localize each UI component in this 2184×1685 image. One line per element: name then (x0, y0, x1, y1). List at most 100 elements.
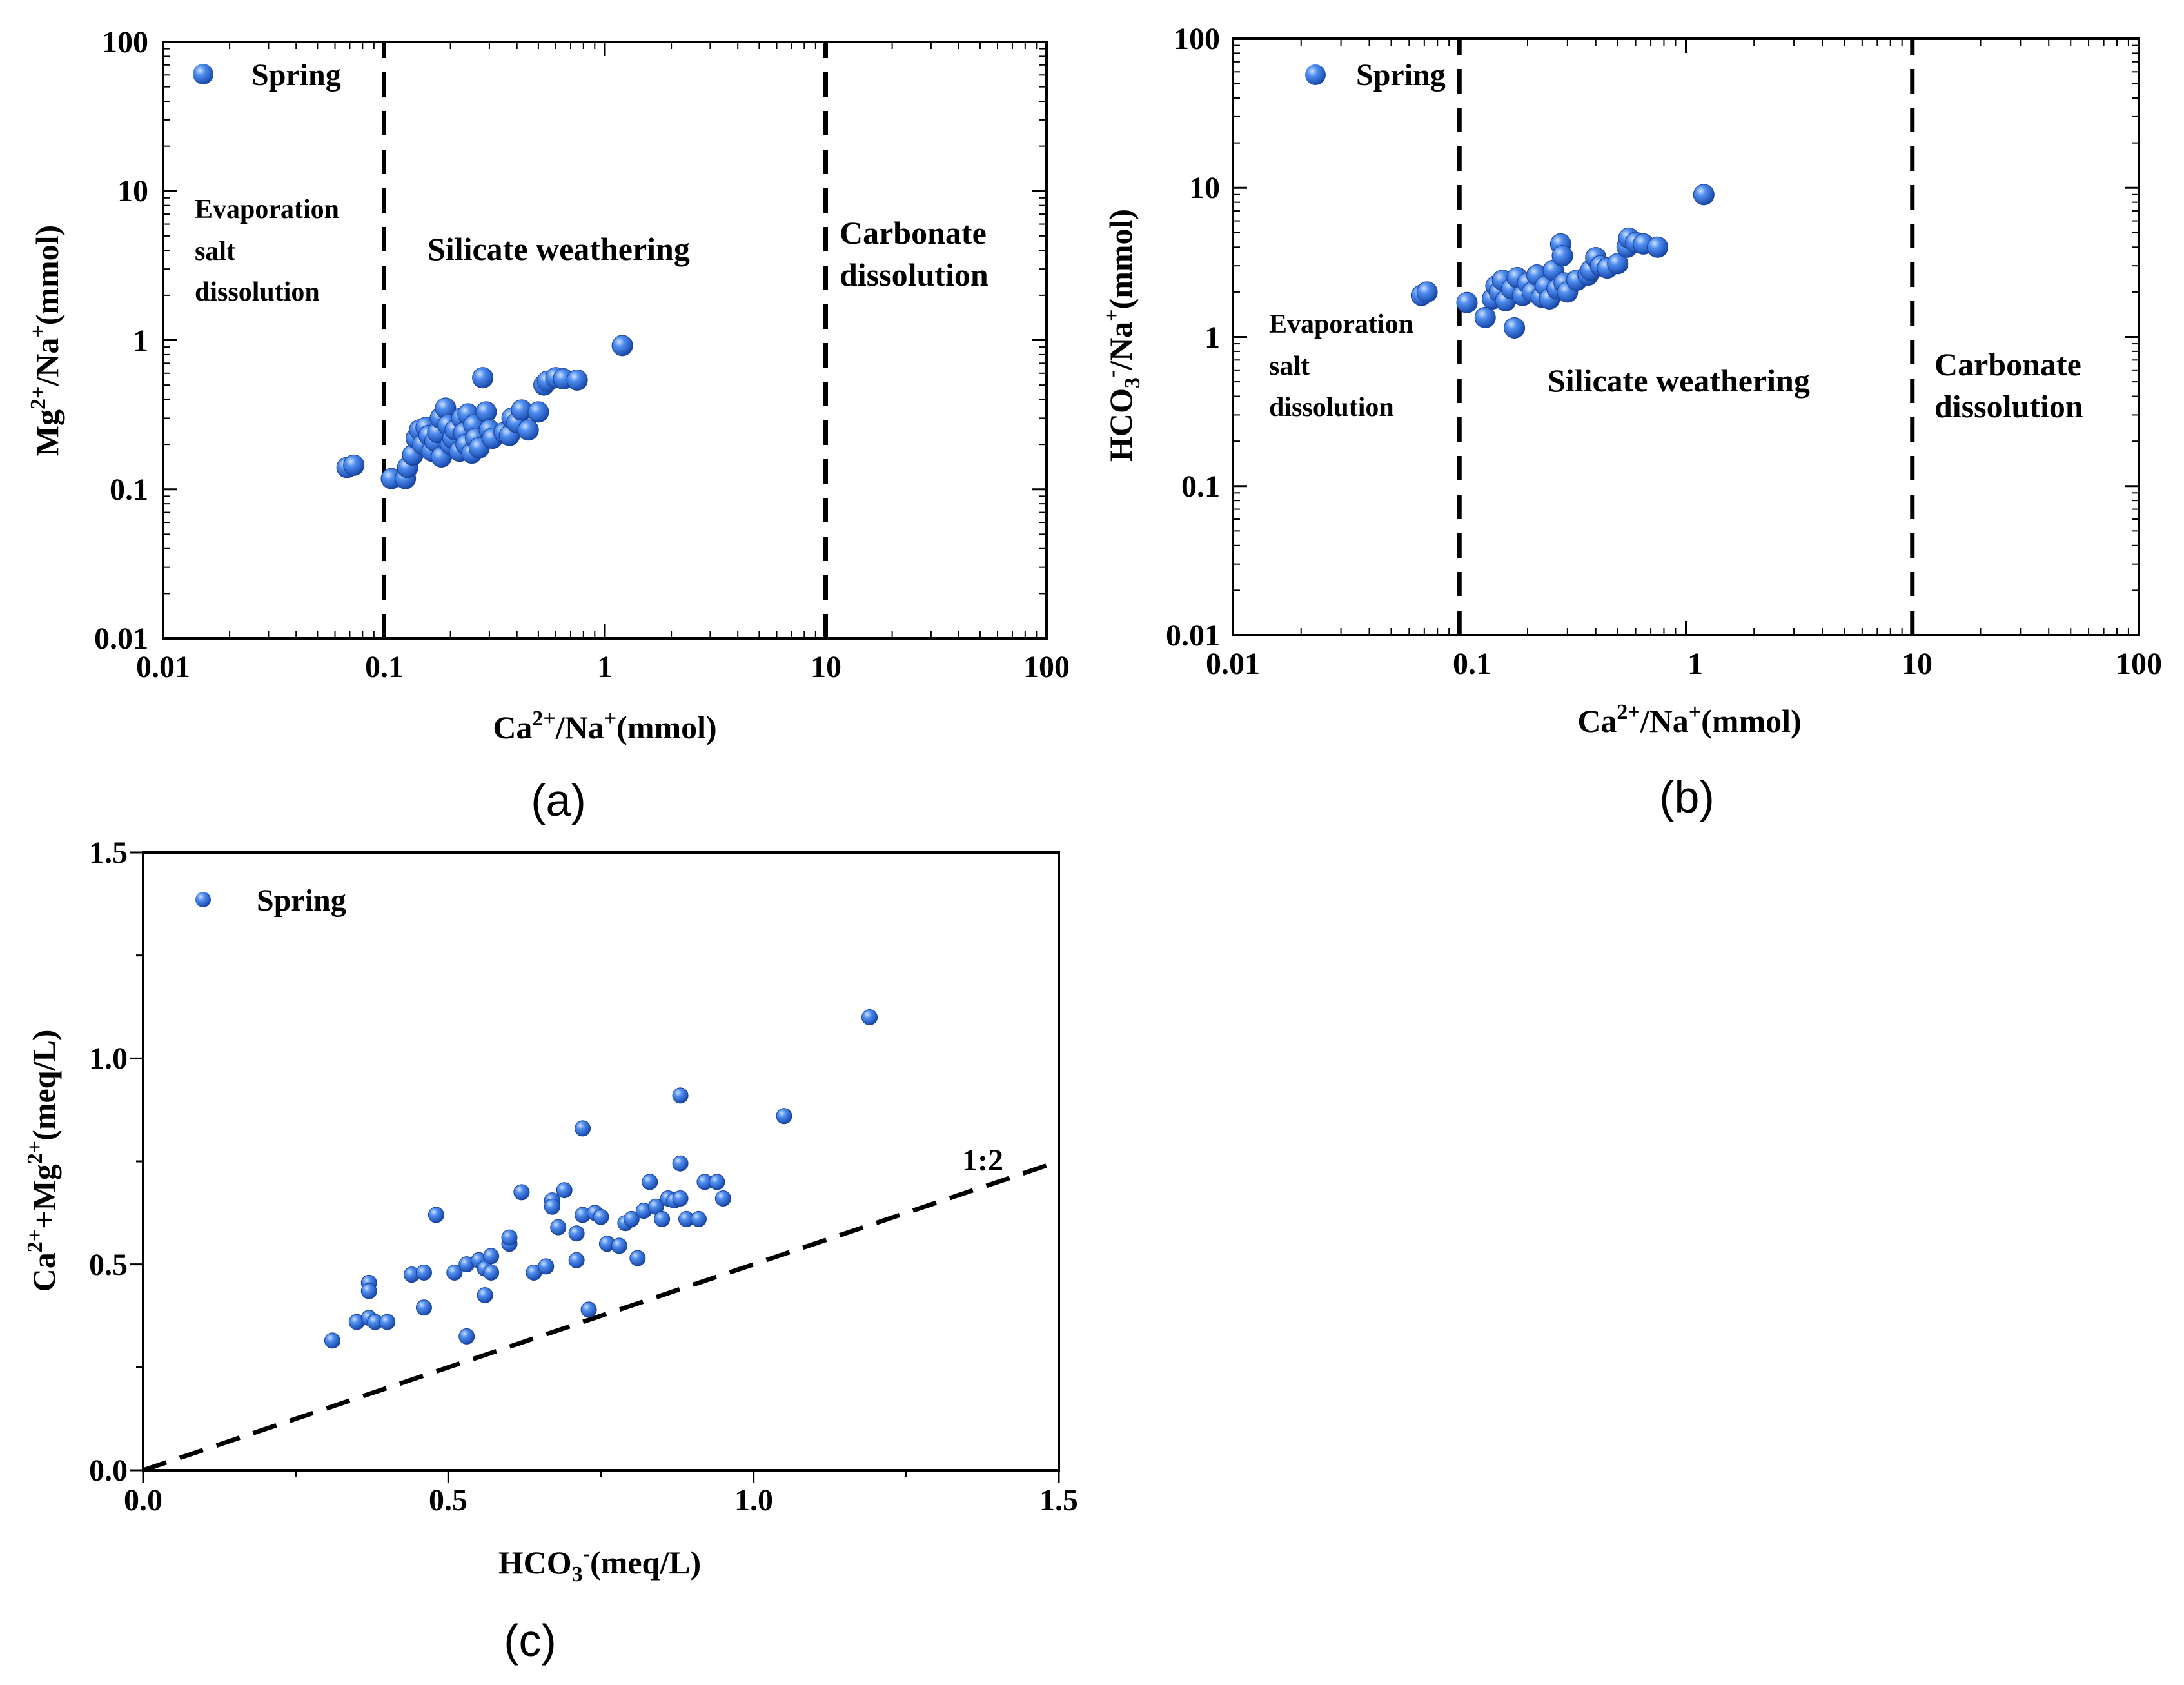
chart-a-region-silicate: Silicate weathering (428, 231, 690, 267)
chart-b-y-tick-label: 0.01 (1166, 618, 1220, 653)
chart-a-ticks (162, 41, 1048, 640)
chart-a-x-tick-labels: 0.01 0.1 1 10 100 (136, 650, 1070, 684)
chart-c-x-tick-label: 0.0 (124, 1483, 162, 1517)
chart-c-data-point (556, 1182, 573, 1199)
chart-a-data-point (527, 401, 549, 423)
chart-a-region-evap-line2: salt (195, 237, 235, 266)
chart-c-x-tick-label: 1.5 (1039, 1483, 1078, 1517)
chart-c-legend: Spring (195, 883, 346, 918)
chart-c-data-point (776, 1108, 792, 1125)
chart-b-region-labels: Evaporation salt dissolution Silicate we… (1269, 310, 2083, 424)
chart-c-y-tick-label: 1.5 (89, 836, 128, 870)
chart-a-x-tick-label: 0.01 (136, 650, 190, 684)
chart-c-panel-label: (c) (504, 1615, 556, 1666)
chart-a-reference-lines (382, 42, 828, 638)
chart-b-data-point (1416, 281, 1438, 303)
chart-c-x-tick-labels: 0.0 0.5 1.0 1.5 (124, 1483, 1078, 1517)
chart-c-data-point (415, 1299, 432, 1316)
chart-b: 0.01 0.1 1 10 100 0.01 0.1 1 10 100 Ca2+… (1100, 22, 2162, 822)
chart-c-data-point (538, 1258, 555, 1275)
chart-a-data-point (343, 454, 365, 476)
chart-b-reference-lines (1457, 39, 1915, 635)
chart-a-y-axis-label: Mg2+/Na+(mmol) (26, 225, 65, 456)
chart-c-data-point (709, 1174, 725, 1190)
chart-a-region-evap-line3: dissolution (195, 277, 320, 307)
chart-a-y-tick-label: 0.01 (94, 622, 148, 656)
chart-c-x-axis-label: HCO3-(meq/L) (498, 1542, 701, 1586)
chart-c-data-point (642, 1174, 658, 1190)
chart-a-panel-label: (a) (531, 775, 586, 825)
chart-c-reference-lines (142, 1159, 1060, 1473)
chart-c-data-point (477, 1287, 493, 1304)
chart-b-x-tick-label: 1 (1687, 647, 1703, 681)
chart-a-region-labels: Evaporation salt dissolution Silicate we… (195, 195, 989, 307)
chart-c-y-tick-label: 1.0 (89, 1041, 128, 1076)
chart-c-line-label: 1:2 (962, 1143, 1003, 1178)
chart-c-data-point (861, 1009, 878, 1025)
chart-c-legend-marker (195, 892, 211, 907)
chart-a-region-carbonate-line1: Carbonate (840, 215, 987, 251)
chart-a-x-tick-label: 100 (1023, 650, 1070, 684)
chart-a-y-tick-label: 100 (102, 25, 148, 59)
chart-b-region-carbonate-line2: dissolution (1934, 388, 2083, 424)
chart-c-data-point (360, 1283, 377, 1299)
chart-b-data-point (1551, 245, 1573, 267)
chart-c-data-point (623, 1210, 640, 1227)
chart-a-x-tick-label: 0.1 (365, 650, 404, 684)
chart-c-y-axis-label: Ca2++Mg2+(meq/L) (23, 1030, 62, 1292)
chart-b-data-point (1504, 317, 1526, 339)
chart-c-data-point (568, 1225, 585, 1242)
chart-a-y-tick-labels: 0.01 0.1 1 10 100 (94, 25, 148, 656)
chart-a-region-evap-line1: Evaporation (195, 195, 339, 224)
chart-c-data-point (446, 1264, 463, 1281)
chart-b-x-tick-label: 100 (2116, 647, 2162, 681)
chart-a-y-tick-label: 1 (133, 324, 148, 358)
chart-c-data-point (483, 1264, 500, 1281)
chart-a-plot-frame (162, 41, 1048, 640)
chart-b-region-evap-line3: dissolution (1269, 393, 1394, 422)
chart-c-data-point (611, 1237, 627, 1254)
chart-b-region-silicate: Silicate weathering (1548, 362, 1810, 399)
chart-c-data-point (593, 1208, 609, 1225)
chart-c-data-point (672, 1190, 689, 1207)
chart-b-x-tick-label: 0.01 (1206, 647, 1260, 681)
chart-c-data-point (714, 1190, 731, 1207)
chart-c-data-point (324, 1332, 340, 1349)
chart-c-data-point (379, 1314, 396, 1330)
chart-b-region-evap-line2: salt (1269, 351, 1310, 381)
chart-c-y-tick-label: 0.0 (89, 1453, 128, 1488)
chart-c-reference-line (142, 1159, 1060, 1473)
chart-c-data-point (580, 1301, 597, 1318)
chart-c-data-point (575, 1120, 591, 1137)
chart-a-data-point (475, 401, 497, 423)
chart-a-y-tick-label: 10 (117, 174, 148, 208)
chart-b-region-carbonate-line1: Carbonate (1934, 346, 2081, 382)
chart-c-data-point (672, 1087, 689, 1104)
chart-b-legend-marker (1305, 64, 1326, 85)
chart-c-y-tick-label: 0.5 (89, 1248, 128, 1282)
chart-b-y-tick-label: 0.1 (1181, 469, 1220, 504)
chart-c-data-point (568, 1252, 585, 1268)
chart-b-data-point (1647, 236, 1669, 258)
chart-a-y-tick-label: 0.1 (110, 473, 148, 507)
chart-c: 0.0 0.5 1.0 1.5 0.0 0.5 1.0 1.5 HCO3-(me… (23, 836, 1078, 1666)
chart-c-x-tick-label: 0.5 (429, 1483, 467, 1517)
chart-c-data-point (458, 1328, 475, 1345)
chart-a-legend: Spring (193, 58, 341, 92)
chart-b-data-point (1693, 184, 1715, 206)
chart-b-x-tick-label: 10 (1902, 647, 1933, 681)
chart-c-y-tick-labels: 0.0 0.5 1.0 1.5 (89, 836, 128, 1488)
chart-c-plot-frame (142, 851, 1060, 1472)
chart-c-x-tick-label: 1.0 (734, 1483, 773, 1517)
chart-a-x-axis-label: Ca2+/Na+(mmol) (493, 707, 716, 745)
chart-c-data-point (654, 1210, 671, 1227)
chart-a-region-carbonate-line2: dissolution (840, 257, 989, 293)
chart-b-region-evap-line1: Evaporation (1269, 310, 1413, 339)
chart-c-data-point (483, 1248, 500, 1265)
chart-b-legend-label: Spring (1356, 58, 1446, 92)
chart-c-data-point (544, 1198, 560, 1215)
chart-b-x-tick-label: 0.1 (1453, 647, 1491, 681)
chart-a-data-point (611, 335, 633, 357)
chart-c-data-point (501, 1229, 518, 1246)
